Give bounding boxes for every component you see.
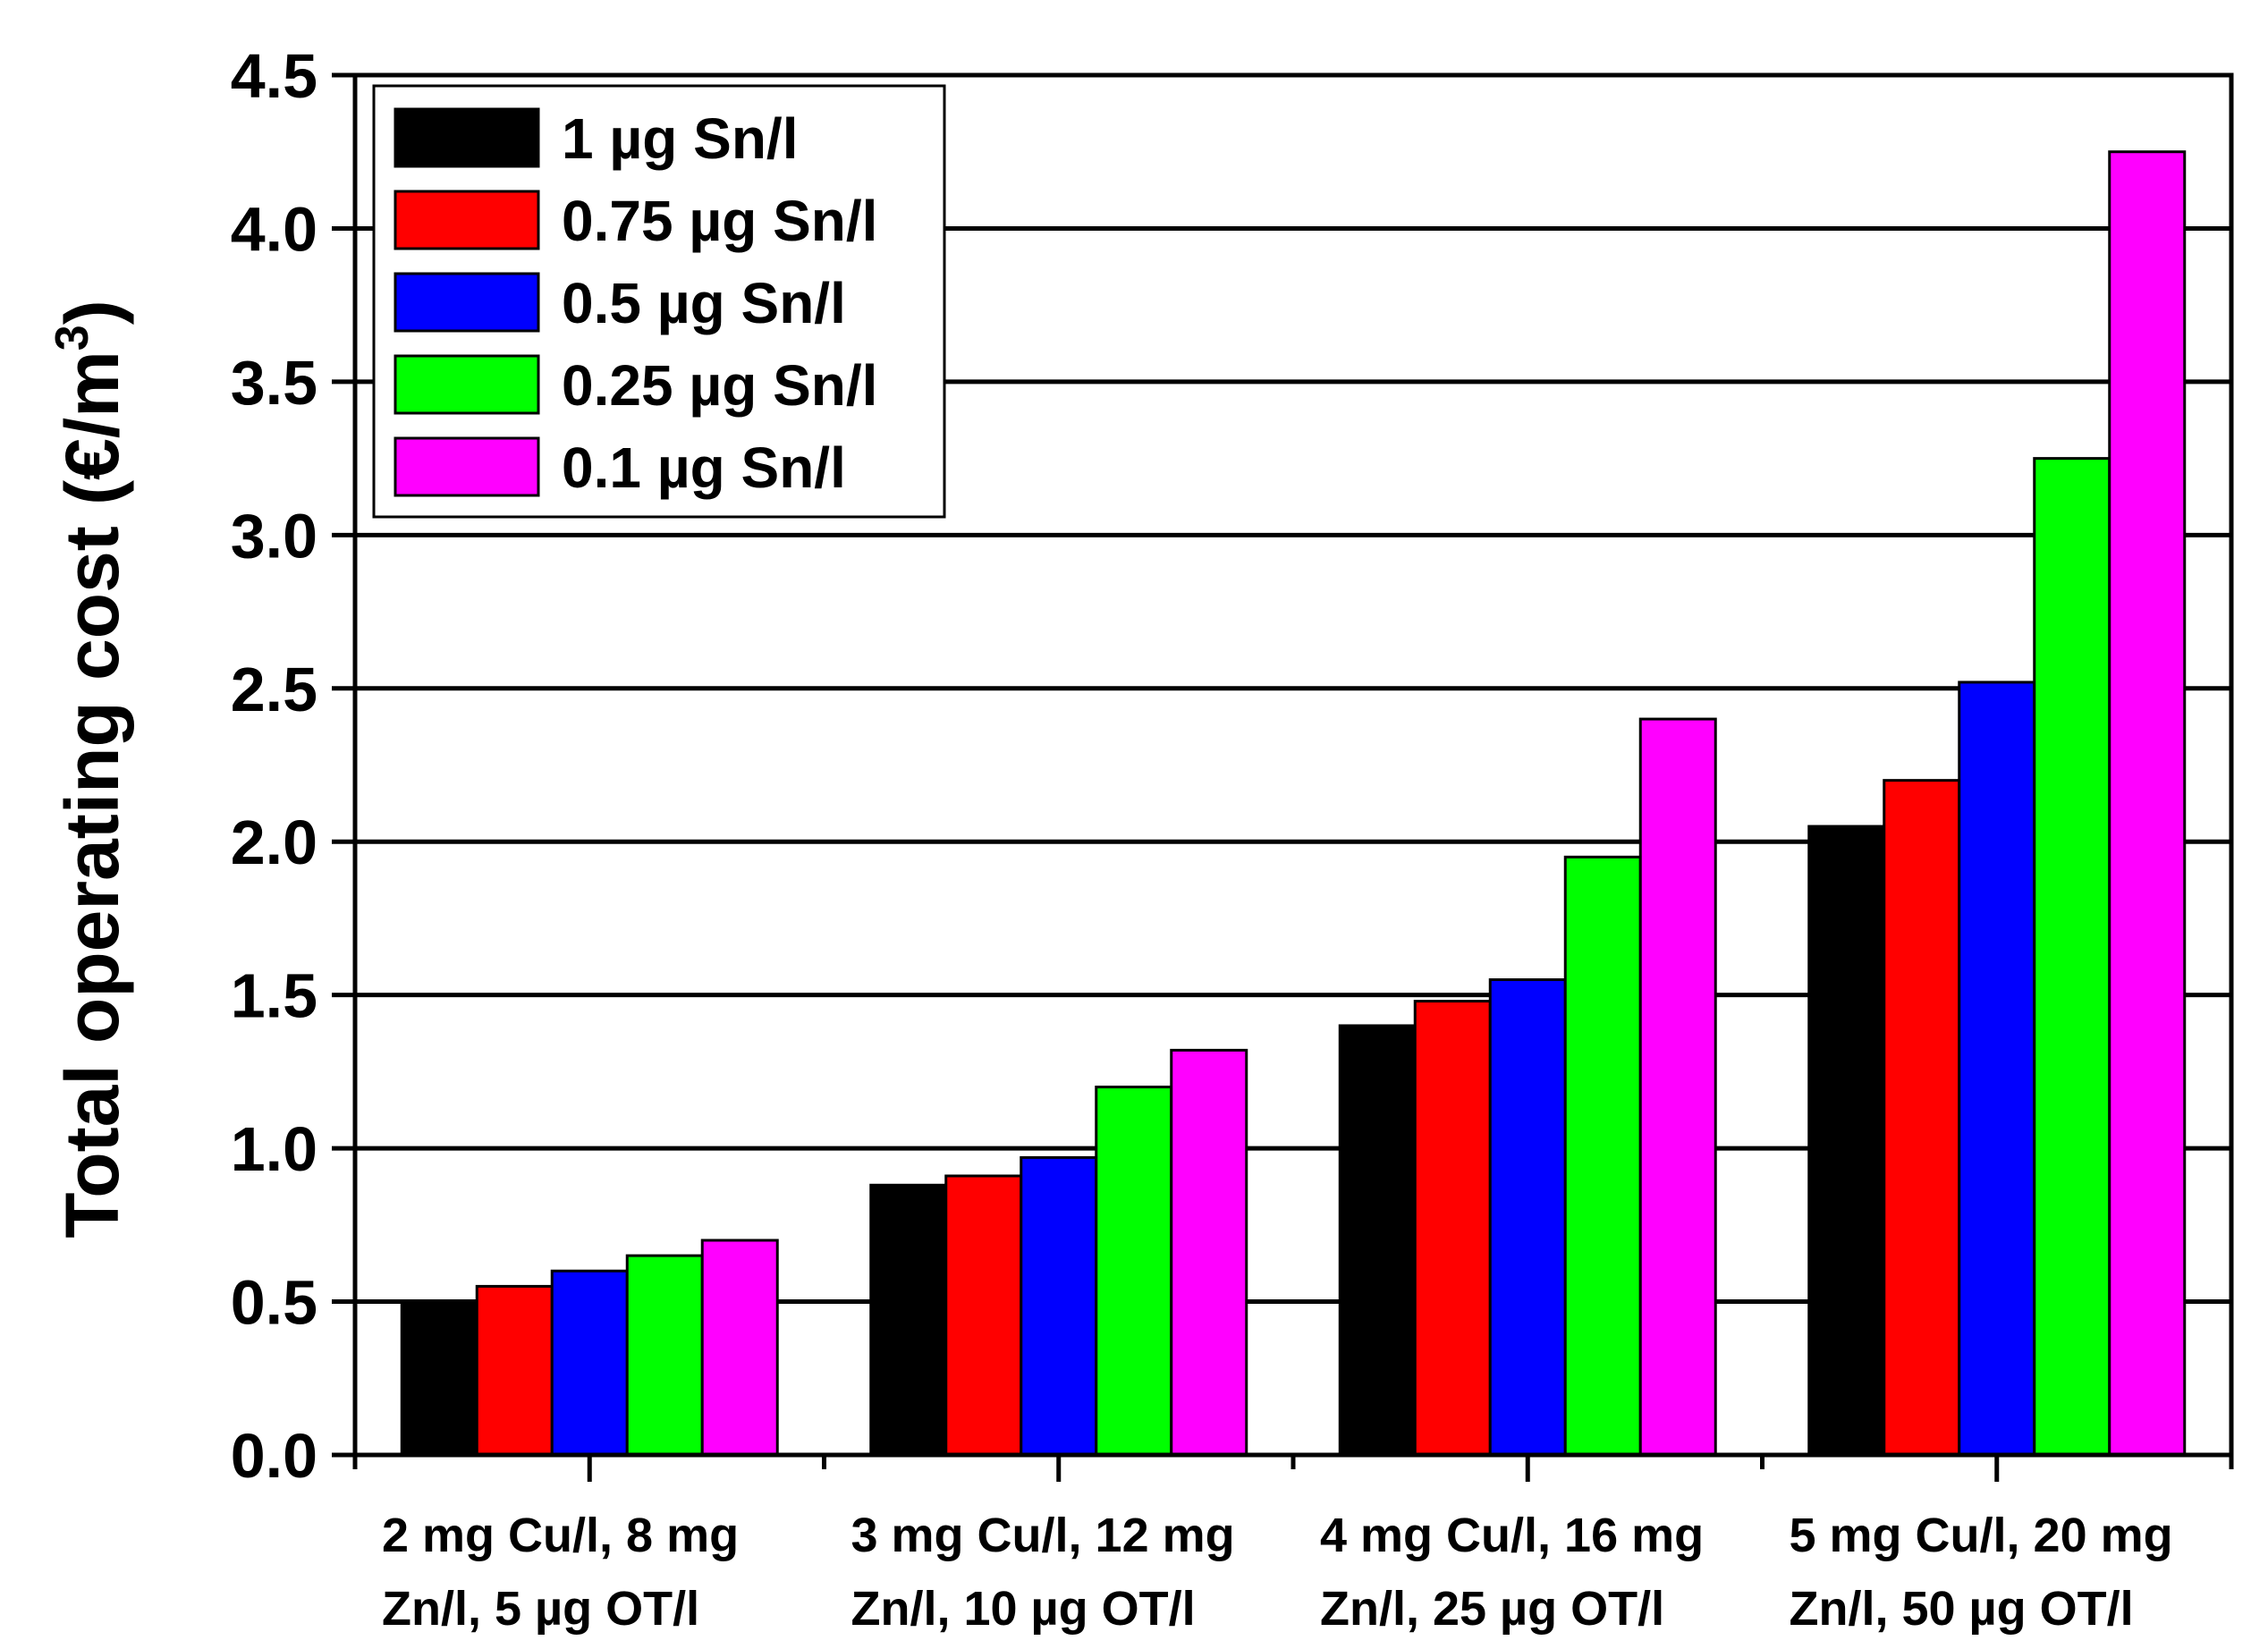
y-tick-label: 4.5 xyxy=(231,41,317,111)
bar xyxy=(550,1269,629,1457)
bar xyxy=(1413,1000,1492,1457)
axes xyxy=(332,72,2234,1482)
y-tick-label: 4.0 xyxy=(231,194,317,264)
bar xyxy=(475,1284,554,1457)
legend-swatch xyxy=(394,190,540,250)
legend: 1 µg Sn/l 0.75 µg Sn/l 0.5 µg Sn/l 0.25 µg … xyxy=(372,84,946,519)
y-tick-label: 3.5 xyxy=(231,348,317,418)
legend-swatch xyxy=(394,436,540,497)
legend-swatch xyxy=(394,272,540,333)
y-tick-label: 1.5 xyxy=(231,961,317,1031)
x-category-label: Zn/l, 50 µg OT/l xyxy=(1790,1582,2134,1636)
y-tick-label: 2.0 xyxy=(231,808,317,877)
bar xyxy=(869,1183,948,1457)
y-tick-label: 3.0 xyxy=(231,501,317,571)
bar xyxy=(944,1174,1023,1457)
bar xyxy=(1338,1024,1417,1457)
x-category-labels: 2 mg Cu/l, 8 mg Zn/l, 5 µg OT/l 3 mg Cu/l,… xyxy=(382,1509,2173,1636)
y-axis-title: Total operating cost (€/m3) xyxy=(47,300,134,1238)
x-category-label: Zn/l, 25 µg OT/l xyxy=(1320,1582,1664,1636)
x-category-label: 2 mg Cu/l, 8 mg xyxy=(382,1509,739,1562)
x-category-label: 4 mg Cu/l, 16 mg xyxy=(1320,1509,1704,1562)
x-category-label: Zn/l, 5 µg OT/l xyxy=(382,1582,699,1636)
legend-label: 0.25 µg Sn/l xyxy=(562,353,877,418)
x-category-label: Zn/l, 10 µg OT/l xyxy=(851,1582,1196,1636)
legend-label: 0.5 µg Sn/l xyxy=(562,271,846,335)
y-tick-label: 0.0 xyxy=(231,1421,317,1491)
y-axis-title-superscript: 3 xyxy=(47,325,98,351)
bar xyxy=(1883,779,1961,1457)
bar xyxy=(2108,150,2187,1457)
legend-label: 0.75 µg Sn/l xyxy=(562,189,877,253)
y-tick-label: 1.0 xyxy=(231,1114,317,1184)
bar xyxy=(400,1300,478,1457)
x-category-label: 5 mg Cu/l, 20 mg xyxy=(1790,1509,2173,1562)
legend-label: 1 µg Sn/l xyxy=(562,106,798,171)
y-axis-title-main: Total operating cost (€/m xyxy=(50,351,134,1239)
y-tick-label: 0.5 xyxy=(231,1268,317,1338)
bar xyxy=(2033,457,2111,1457)
legend-swatch xyxy=(394,354,540,415)
bar xyxy=(1807,824,1886,1457)
x-category-label: 3 mg Cu/l, 12 mg xyxy=(851,1509,1235,1562)
legend-label: 0.1 µg Sn/l xyxy=(562,436,846,500)
bar xyxy=(700,1239,779,1457)
bar xyxy=(1638,717,1717,1457)
y-tick-labels: 0.0 0.5 1.0 1.5 2.0 2.5 3.0 3.5 4.0 4.5 xyxy=(231,41,317,1491)
legend-swatch xyxy=(394,107,540,168)
y-tick-label: 2.5 xyxy=(231,655,317,724)
bar xyxy=(1958,681,2036,1457)
bar xyxy=(1020,1155,1098,1457)
bar xyxy=(1488,978,1567,1457)
bar xyxy=(1563,855,1642,1457)
y-axis-title-suffix: ) xyxy=(50,300,134,325)
bar xyxy=(1095,1086,1173,1457)
bars xyxy=(400,150,2187,1457)
bar xyxy=(625,1254,704,1457)
bar xyxy=(1170,1048,1248,1457)
